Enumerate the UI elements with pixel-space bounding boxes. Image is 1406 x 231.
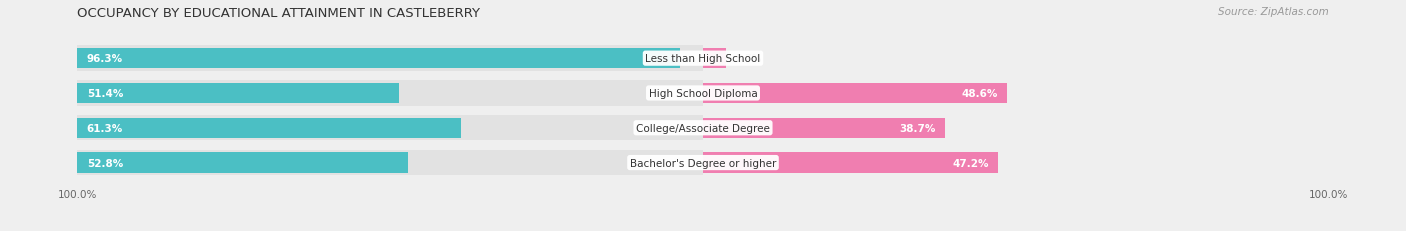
Text: 47.2%: 47.2% [952,158,988,168]
Bar [703,118,945,138]
Bar [77,153,408,173]
Text: 61.3%: 61.3% [87,123,122,133]
Bar [77,116,703,141]
Text: High School Diploma: High School Diploma [648,88,758,99]
Text: College/Associate Degree: College/Associate Degree [636,123,770,133]
Bar [703,84,1007,103]
Text: 52.8%: 52.8% [87,158,122,168]
Text: Source: ZipAtlas.com: Source: ZipAtlas.com [1218,7,1329,17]
Text: 96.3%: 96.3% [87,54,122,64]
Bar [703,49,725,69]
Text: 51.4%: 51.4% [87,88,124,99]
Bar [77,84,399,103]
Bar [77,150,703,176]
Text: Less than High School: Less than High School [645,54,761,64]
Bar [77,49,681,69]
Text: Bachelor's Degree or higher: Bachelor's Degree or higher [630,158,776,168]
Text: 38.7%: 38.7% [900,123,936,133]
Bar [77,81,703,106]
Bar [703,153,998,173]
Text: OCCUPANCY BY EDUCATIONAL ATTAINMENT IN CASTLEBERRY: OCCUPANCY BY EDUCATIONAL ATTAINMENT IN C… [77,7,481,20]
Text: 3.7%: 3.7% [735,54,762,64]
Bar [77,118,461,138]
Bar [77,46,703,72]
Text: 48.6%: 48.6% [962,88,998,99]
